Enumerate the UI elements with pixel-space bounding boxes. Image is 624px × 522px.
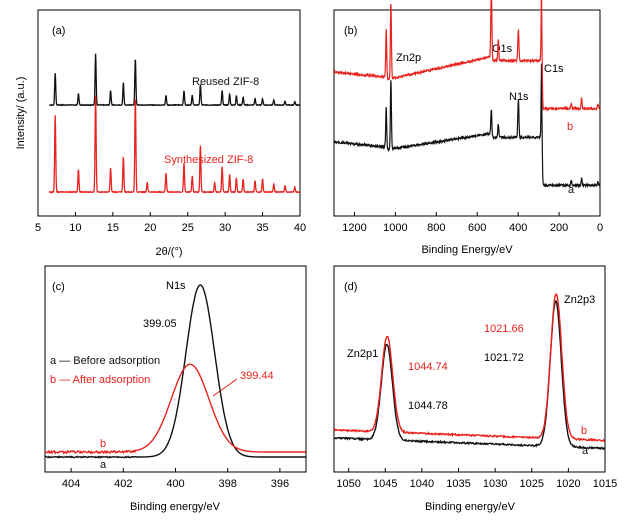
panel-b-ann-zn2p: Zn2p bbox=[396, 52, 421, 64]
xtick-label: 25 bbox=[182, 222, 194, 234]
panel-a-frame bbox=[37, 9, 301, 217]
xtick-label: 600 bbox=[468, 222, 486, 234]
xtick-label: 200 bbox=[550, 222, 568, 234]
panel-d-xticks: 1050 1045 1040 1035 1030 1025 1020 1015 bbox=[336, 468, 617, 490]
xtick-label: 1035 bbox=[446, 478, 470, 490]
panel-c-ann-n1s: N1s bbox=[166, 280, 186, 292]
xtick-label: 400 bbox=[166, 478, 184, 490]
panel-b: (b) Zn2p O1s N1s C1s b a Binding Energy/… bbox=[333, 0, 603, 256]
xtick-label: 20 bbox=[144, 222, 156, 234]
panel-b-series-a-label: a bbox=[568, 184, 575, 196]
panel-d-ann-zn2p1: Zn2p1 bbox=[347, 348, 378, 360]
panel-b-ann-o1s: O1s bbox=[492, 43, 513, 55]
panel-b-series bbox=[333, 0, 601, 189]
panel-a-series-reused-label: Reused ZIF-8 bbox=[192, 76, 259, 88]
panel-d-ann-b-p1: 1044.74 bbox=[408, 361, 448, 373]
panel-b-ann-c1s: C1s bbox=[544, 63, 564, 75]
panel-c-series-b-label: b bbox=[100, 438, 106, 450]
xtick-label: 1050 bbox=[336, 478, 360, 490]
xtick-label: 396 bbox=[271, 478, 289, 490]
panel-a-series-synth-label: Synthesized ZIF-8 bbox=[164, 154, 253, 166]
panel-c: (c) N1s 399.05 a — Before adsorption b —… bbox=[44, 265, 307, 513]
panel-a-series bbox=[48, 53, 301, 194]
panel-b-xlabel: Binding Energy/eV bbox=[421, 244, 513, 256]
xtick-label: 5 bbox=[35, 222, 41, 234]
xtick-label: 1020 bbox=[556, 478, 580, 490]
xtick-label: 0 bbox=[597, 222, 603, 234]
panel-d-ann-b-p3: 1021.66 bbox=[484, 323, 524, 335]
panel-b-xticks: 1200 1000 800 600 400 200 0 bbox=[342, 212, 603, 234]
panel-d-ann-a-p1: 1044.78 bbox=[408, 400, 448, 412]
panel-a-label: (a) bbox=[52, 25, 65, 37]
xtick-label: 40 bbox=[294, 222, 306, 234]
panel-d-label: (d) bbox=[344, 281, 357, 293]
xtick-label: 1040 bbox=[410, 478, 434, 490]
series-line-1 bbox=[48, 95, 301, 194]
panel-c-series bbox=[44, 284, 306, 459]
xtick-label: 30 bbox=[219, 222, 231, 234]
xtick-label: 404 bbox=[62, 478, 80, 490]
series-line-b bbox=[44, 363, 306, 455]
xtick-label: 1045 bbox=[373, 478, 397, 490]
panel-d-series-b-label: b bbox=[581, 425, 587, 437]
series-line-b bbox=[333, 292, 606, 443]
panel-d-series bbox=[333, 292, 606, 451]
panel-b-label: (b) bbox=[344, 25, 357, 37]
xtick-label: 1025 bbox=[520, 478, 544, 490]
panel-c-label: (c) bbox=[52, 281, 65, 293]
panel-d-ann-zn2p3: Zn2p3 bbox=[564, 294, 595, 306]
xtick-label: 400 bbox=[509, 222, 527, 234]
series-line-a bbox=[333, 299, 606, 451]
panel-d: (d) Zn2p3 1021.66 1021.72 Zn2p1 1044.74 … bbox=[333, 265, 617, 513]
panel-a-xticks: 5 10 15 20 25 30 35 40 bbox=[35, 212, 306, 234]
xtick-label: 398 bbox=[219, 478, 237, 490]
panel-b-frame bbox=[333, 9, 601, 217]
xtick-label: 1000 bbox=[383, 222, 407, 234]
panel-d-series-a-label: a bbox=[582, 445, 589, 457]
xtick-label: 1200 bbox=[342, 222, 366, 234]
panel-c-legend-b: b — After adsorption bbox=[50, 374, 150, 386]
panel-c-ann-b-peak: 399.44 bbox=[240, 370, 274, 382]
panel-c-series-a-label: a bbox=[100, 459, 107, 471]
panel-c-legend-a: a — Before adsorption bbox=[50, 355, 160, 367]
xtick-label: 10 bbox=[69, 222, 81, 234]
xtick-label: 1015 bbox=[593, 478, 617, 490]
panel-a-xlabel: 2θ/(°) bbox=[155, 246, 182, 258]
panel-b-series-b-label: b bbox=[567, 121, 573, 133]
panel-b-ann-n1s: N1s bbox=[509, 91, 529, 103]
xtick-label: 402 bbox=[114, 478, 132, 490]
panel-c-ann-a-peak: 399.05 bbox=[143, 318, 177, 330]
xtick-label: 35 bbox=[256, 222, 268, 234]
xtick-label: 800 bbox=[427, 222, 445, 234]
panel-c-xlabel: Binding energy/eV bbox=[130, 501, 221, 513]
series-line-a bbox=[44, 284, 306, 459]
panel-d-xlabel: Binding energy/eV bbox=[425, 501, 516, 513]
panel-c-b-peak-leader bbox=[212, 378, 238, 397]
panel-d-ann-a-p3: 1021.72 bbox=[484, 352, 524, 364]
panel-d-frame bbox=[333, 265, 606, 473]
panel-c-frame bbox=[44, 265, 307, 473]
series-line-0 bbox=[49, 53, 301, 107]
xtick-label: 15 bbox=[107, 222, 119, 234]
series-line-b bbox=[333, 0, 601, 112]
panel-a: (a) Reused ZIF-8 Synthesized ZIF-8 Inten… bbox=[15, 9, 306, 258]
panel-a-ylabel: Intensity/ (a.u.) bbox=[15, 77, 27, 150]
xtick-label: 1030 bbox=[483, 478, 507, 490]
series-line-a bbox=[333, 63, 601, 189]
panel-c-xticks: 404 402 400 398 396 bbox=[62, 468, 289, 490]
